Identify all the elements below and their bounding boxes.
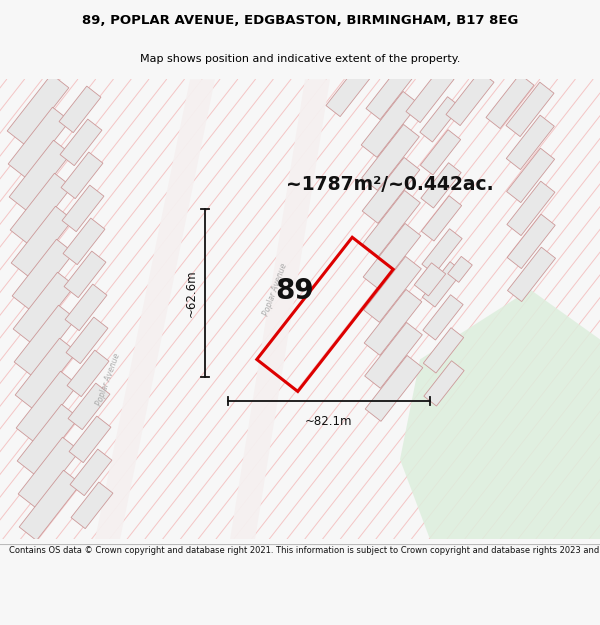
Polygon shape [364,256,421,322]
Polygon shape [65,284,107,331]
Polygon shape [60,119,102,166]
Polygon shape [13,272,75,342]
Polygon shape [67,350,109,397]
Polygon shape [361,91,419,158]
Text: Contains OS data © Crown copyright and database right 2021. This information is : Contains OS data © Crown copyright and d… [9,546,600,555]
Polygon shape [11,206,73,276]
Polygon shape [14,305,76,376]
Polygon shape [95,79,215,539]
Polygon shape [364,289,422,356]
Polygon shape [59,86,101,132]
Polygon shape [64,251,106,298]
Polygon shape [486,74,534,129]
Polygon shape [366,65,414,119]
Polygon shape [15,338,77,409]
Polygon shape [66,317,108,364]
Polygon shape [12,239,74,309]
Polygon shape [16,371,78,441]
Polygon shape [68,383,110,429]
Text: Poplar Avenue: Poplar Avenue [262,262,289,317]
Polygon shape [420,97,460,142]
Polygon shape [400,289,600,539]
Polygon shape [507,181,555,236]
Polygon shape [362,124,419,191]
Polygon shape [424,361,464,406]
Polygon shape [69,416,111,462]
Polygon shape [506,82,554,137]
Polygon shape [363,223,421,289]
Polygon shape [19,470,81,541]
Polygon shape [421,130,461,175]
Polygon shape [17,404,79,474]
Polygon shape [446,71,494,126]
Polygon shape [422,262,463,307]
Polygon shape [61,152,103,199]
Polygon shape [9,140,71,211]
Polygon shape [7,74,69,144]
Polygon shape [10,173,72,244]
Polygon shape [63,218,105,264]
Polygon shape [508,247,556,302]
Polygon shape [406,68,454,122]
Polygon shape [424,328,464,373]
Text: Poplar Avenue: Poplar Avenue [94,352,122,407]
Polygon shape [18,438,80,508]
Polygon shape [8,107,70,177]
Text: 89: 89 [275,278,314,306]
Polygon shape [326,62,374,117]
Polygon shape [62,185,104,232]
Polygon shape [423,295,463,340]
Text: ~1787m²/~0.442ac.: ~1787m²/~0.442ac. [286,176,494,194]
Polygon shape [421,196,461,241]
Polygon shape [448,256,472,282]
Polygon shape [365,322,422,388]
Text: ~82.1m: ~82.1m [305,416,353,428]
Text: 89, POPLAR AVENUE, EDGBASTON, BIRMINGHAM, B17 8EG: 89, POPLAR AVENUE, EDGBASTON, BIRMINGHAM… [82,14,518,28]
Polygon shape [506,148,554,202]
Text: ~62.6m: ~62.6m [185,269,197,317]
Polygon shape [362,158,420,223]
Polygon shape [362,191,421,256]
Text: Map shows position and indicative extent of the property.: Map shows position and indicative extent… [140,54,460,64]
Polygon shape [365,356,423,421]
Polygon shape [71,482,113,529]
Polygon shape [230,79,330,539]
Polygon shape [414,262,446,296]
Polygon shape [421,162,461,208]
Polygon shape [422,229,462,274]
Polygon shape [70,449,112,496]
Polygon shape [507,214,555,269]
Polygon shape [506,115,554,169]
